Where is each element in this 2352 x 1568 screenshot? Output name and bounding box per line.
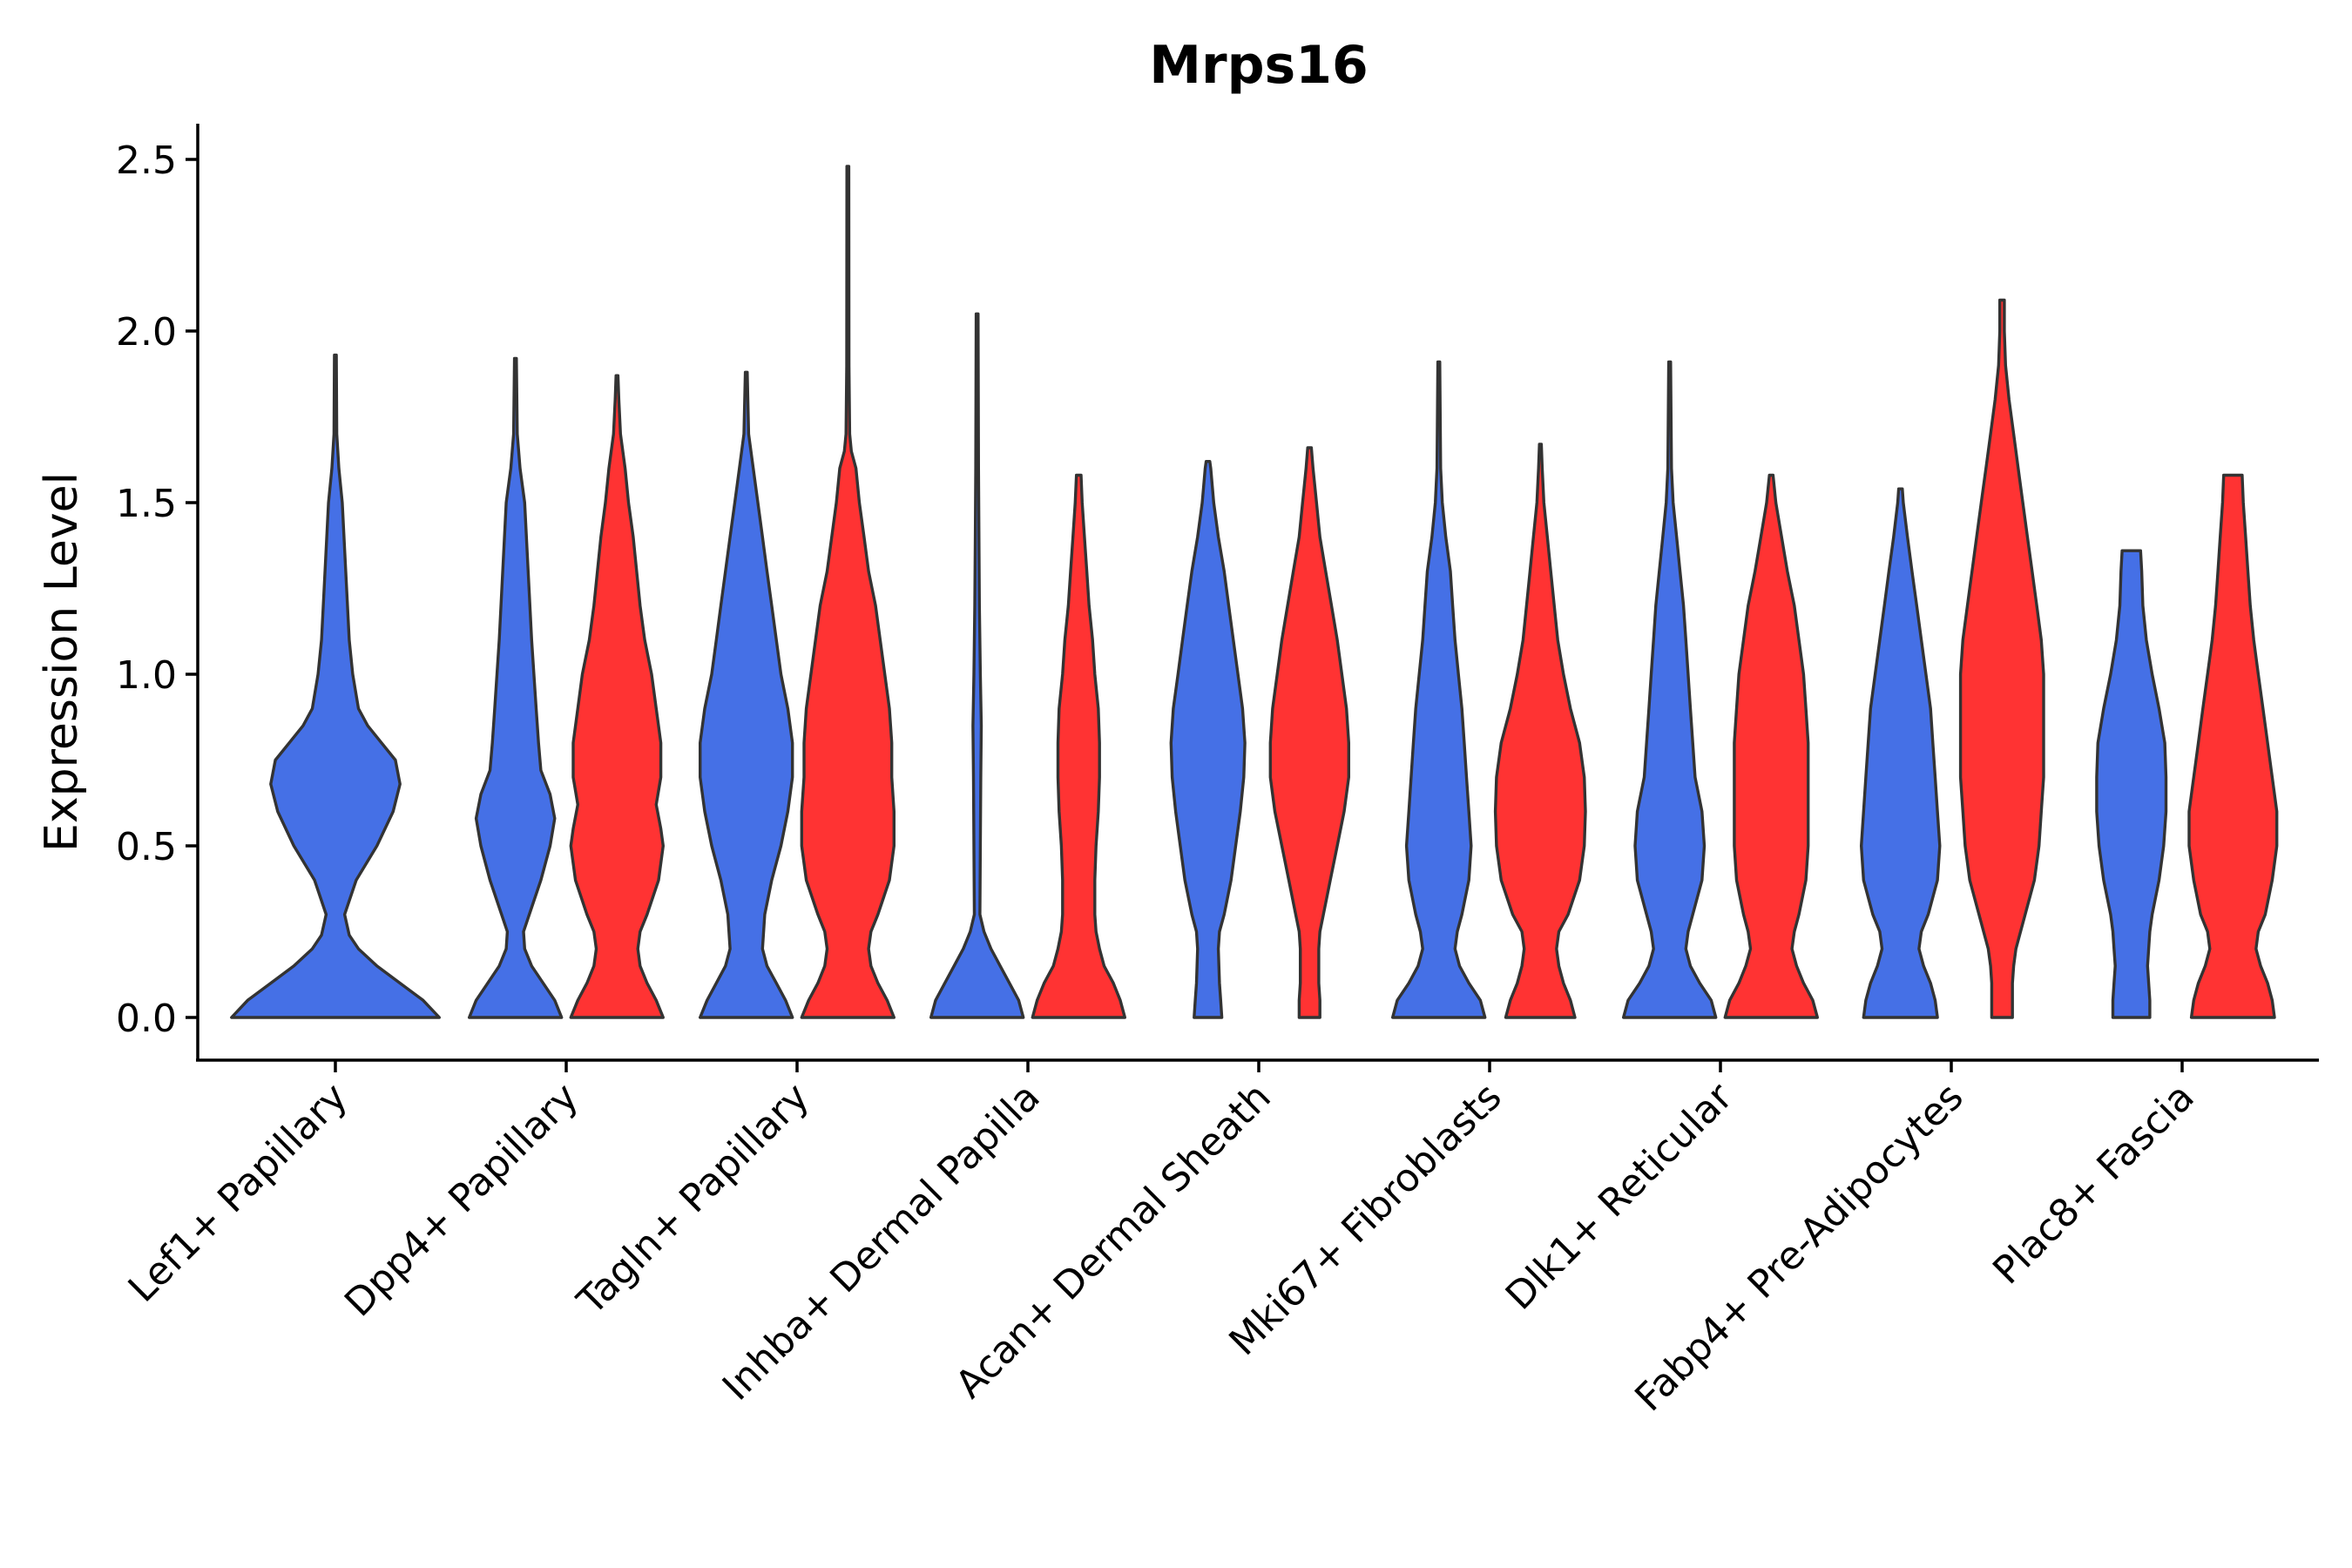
y-axis: 0.0 0.5 1.0 1.5 2.0 2.5 <box>116 124 199 1060</box>
violin-fabp4-pre-adipocytes <box>1958 298 2045 1019</box>
x-tick-label: Lef1+ Papillary <box>120 1075 356 1311</box>
x-tick-label: Dpp4+ Papillary <box>336 1075 587 1326</box>
violin-fabp4-pre-adipocytes <box>1860 487 1942 1019</box>
violin-mki67-fibroblasts <box>1391 360 1487 1019</box>
y-tick-label: 0.0 <box>116 997 177 1041</box>
violin-dlk1-reticular <box>1622 360 1718 1019</box>
y-tick-label: 2.5 <box>116 139 177 183</box>
violins-layer <box>230 165 2279 1019</box>
violin-tagln-papillary <box>699 370 794 1019</box>
y-axis-title: Expression Level <box>36 472 88 852</box>
violin-plac8-fascia <box>2095 549 2168 1019</box>
violin-plac8-fascia <box>2187 473 2279 1019</box>
x-tick-label: Dlk1+ Reticular <box>1497 1074 1742 1319</box>
violin-inhba-dermal-papilla <box>929 312 1025 1019</box>
y-tick-label: 1.0 <box>116 653 177 698</box>
violin-lef1-papillary <box>230 353 441 1019</box>
violin-inhba-dermal-papilla <box>1031 473 1126 1019</box>
y-tick-label: 2.0 <box>116 310 177 355</box>
x-tick-label: Plac8+ Fascia <box>1984 1075 2203 1294</box>
chart-title: Mrps16 <box>1149 35 1368 96</box>
violin-mki67-fibroblasts <box>1493 443 1587 1019</box>
violin-acan-dermal-sheath <box>1169 460 1247 1019</box>
violin-dpp4-papillary <box>569 374 665 1019</box>
y-tick-label: 0.5 <box>116 825 177 869</box>
violin-tagln-papillary <box>800 165 896 1019</box>
violin-dpp4-papillary <box>468 356 564 1019</box>
violin-acan-dermal-sheath <box>1268 446 1350 1019</box>
y-tick-label: 1.5 <box>116 482 177 526</box>
x-tick-label: Tagln+ Papillary <box>569 1075 818 1324</box>
violin-dlk1-reticular <box>1723 473 1819 1019</box>
